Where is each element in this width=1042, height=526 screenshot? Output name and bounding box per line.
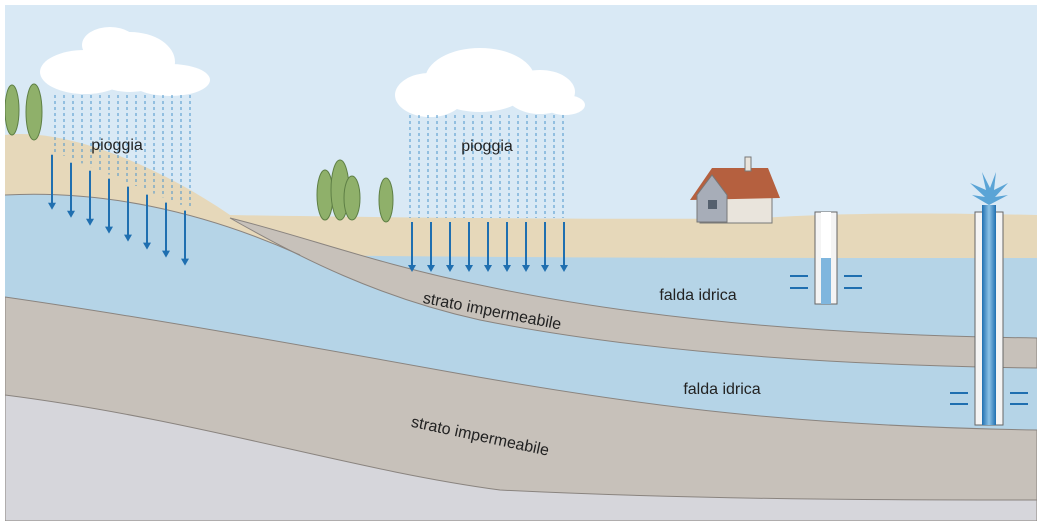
page: pioggia pioggia falda idrica falda idric… [0,0,1042,526]
aquifer-label: falda idrica [683,381,760,398]
scene: pioggia pioggia falda idrica falda idric… [5,5,1037,521]
rain-label: pioggia [91,137,143,154]
aquifer-label: falda idrica [659,287,736,304]
rain-label: pioggia [461,138,513,155]
diagram: pioggia pioggia falda idrica falda idric… [0,0,1042,526]
